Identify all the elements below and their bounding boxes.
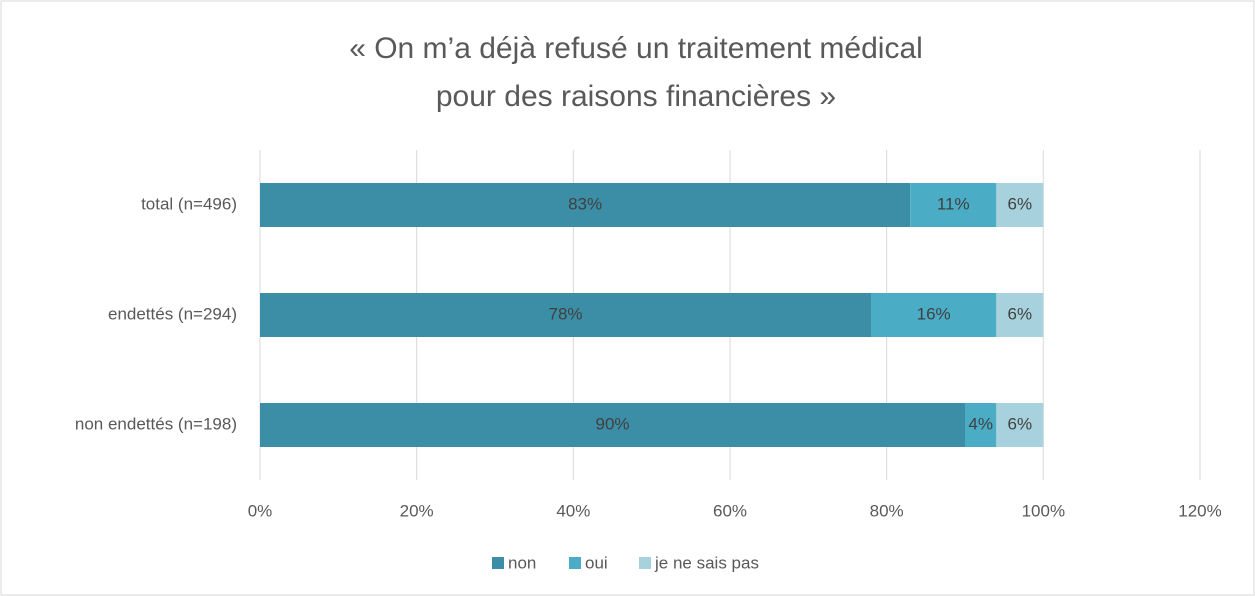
x-tick-label: 100% [1022,501,1065,520]
data-label: 11% [937,194,970,213]
legend-label: oui [585,553,608,572]
data-label: 6% [1008,414,1033,433]
chart-title: pour des raisons financières » [436,80,836,113]
chart-title: « On m’a déjà refusé un traitement médic… [349,32,923,65]
bar-segment [996,403,1044,447]
data-label: 83% [568,194,602,213]
y-tick-label: total (n=496) [141,194,237,213]
legend-label: non [508,553,536,572]
bar-segment [996,183,1044,227]
x-tick-label: 60% [713,501,747,520]
data-label: 6% [1008,194,1033,213]
bar-segment [260,183,911,227]
x-tick-label: 20% [400,501,434,520]
legend-swatch [569,557,581,569]
bar-segment [260,403,965,447]
x-tick-label: 120% [1178,501,1221,520]
legend-swatch [492,557,504,569]
data-label: 78% [548,304,582,323]
bar-segment [965,403,997,447]
y-tick-label: endettés (n=294) [108,304,237,323]
bar-segment [871,293,997,337]
legend-label: je ne sais pas [654,553,759,572]
data-label: 4% [968,414,993,433]
data-label: 16% [917,304,951,323]
x-tick-label: 40% [556,501,590,520]
x-tick-label: 0% [248,501,273,520]
x-tick-label: 80% [870,501,904,520]
data-label: 90% [595,414,629,433]
bar-segment [910,183,997,227]
bar-segment [260,293,871,337]
y-tick-label: non endettés (n=198) [75,414,237,433]
data-label: 6% [1008,304,1033,323]
legend-swatch [639,557,651,569]
bar-segment [996,293,1044,337]
